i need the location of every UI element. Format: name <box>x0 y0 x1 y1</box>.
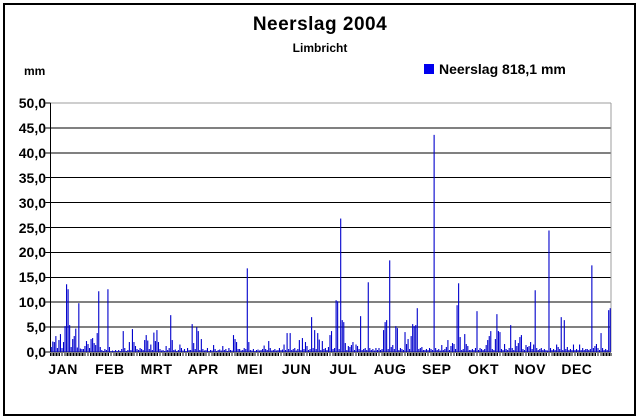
window-border <box>3 3 636 416</box>
legend-swatch-icon <box>424 64 434 74</box>
y-tick-label: 25,0 <box>18 219 46 236</box>
y-tick-label: 20,0 <box>18 244 46 261</box>
y-tick-label: 40,0 <box>18 144 46 161</box>
y-tick-label: 50,0 <box>18 95 46 111</box>
x-month-label: SEP <box>422 361 452 377</box>
x-month-label: JUL <box>329 361 358 377</box>
y-tick-label: 45,0 <box>18 119 46 136</box>
x-month-label: MRT <box>140 361 173 377</box>
legend-label: Neerslag 818,1 mm <box>439 61 566 77</box>
y-tick-label: 10,0 <box>18 294 46 311</box>
y-tick-label: 35,0 <box>18 169 46 186</box>
y-tick-label: 0,0 <box>26 344 46 360</box>
y-tick-label: 30,0 <box>18 194 46 211</box>
chart-title: Neerslag 2004 <box>252 14 388 35</box>
legend: Neerslag 818,1 mm <box>424 61 566 77</box>
x-month-label: AUG <box>373 361 407 377</box>
y-tick-label: 5,0 <box>26 319 46 336</box>
x-month-label: JAN <box>48 361 78 377</box>
chart-subtitle: Limbricht <box>292 41 348 55</box>
x-month-label: JUN <box>281 361 312 377</box>
x-month-label: OKT <box>467 361 500 377</box>
x-month-label: NOV <box>514 361 547 377</box>
x-month-label: FEB <box>95 361 125 377</box>
y-tick-label: 15,0 <box>18 269 46 286</box>
x-month-label: MEI <box>236 361 264 377</box>
x-month-label: APR <box>187 361 219 377</box>
y-axis-unit-label: mm <box>24 64 46 78</box>
x-month-label: DEC <box>561 361 593 377</box>
